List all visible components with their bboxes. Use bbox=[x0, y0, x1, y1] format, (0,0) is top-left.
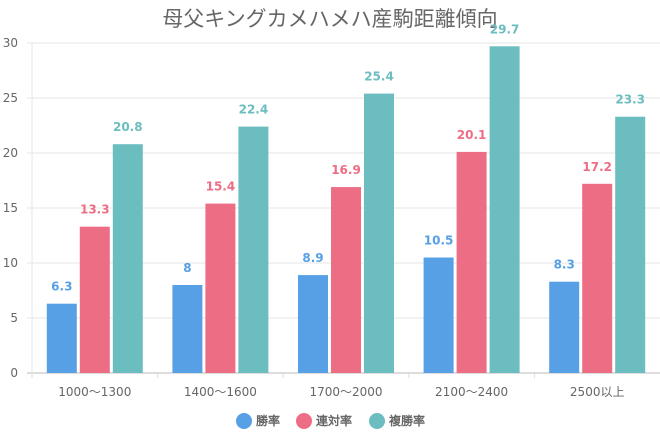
data-label: 25.4 bbox=[364, 70, 394, 84]
y-tick-label: 15 bbox=[3, 201, 18, 215]
data-label: 22.4 bbox=[239, 103, 269, 117]
legend-swatch-2 bbox=[369, 413, 385, 429]
legend-swatch-1 bbox=[296, 413, 312, 429]
chart-title: 母父キングカメハメハ産駒距離傾向 bbox=[162, 7, 497, 31]
data-label: 17.2 bbox=[582, 160, 612, 174]
x-tick-label: 1400〜1600 bbox=[184, 385, 257, 399]
x-tick-label: 2500以上 bbox=[570, 385, 625, 399]
bar-勝率 bbox=[46, 303, 77, 373]
x-tick-label: 2100〜2400 bbox=[435, 385, 508, 399]
y-tick-label: 25 bbox=[3, 91, 18, 105]
legend-label: 勝率 bbox=[256, 413, 280, 428]
bar-連対率 bbox=[79, 226, 110, 373]
x-tick-label: 1000〜1300 bbox=[58, 385, 131, 399]
x-tick-label: 1700〜2000 bbox=[309, 385, 382, 399]
bar-複勝率 bbox=[112, 144, 143, 373]
data-label: 8.3 bbox=[554, 258, 575, 272]
data-label: 23.3 bbox=[615, 93, 645, 107]
data-label: 8.9 bbox=[302, 251, 323, 265]
bar-複勝率 bbox=[238, 126, 269, 373]
data-label: 15.4 bbox=[206, 180, 236, 194]
bar-勝率 bbox=[172, 285, 203, 373]
bar-連対率 bbox=[331, 187, 361, 373]
bar-連対率 bbox=[456, 151, 487, 373]
legend-label: 連対率 bbox=[316, 413, 352, 428]
data-label: 8 bbox=[183, 261, 191, 275]
bar-複勝率 bbox=[615, 116, 646, 373]
legend-label: 複勝率 bbox=[388, 413, 425, 428]
data-label: 13.3 bbox=[80, 203, 110, 217]
bar-複勝率 bbox=[489, 46, 520, 374]
data-label: 20.1 bbox=[457, 128, 487, 142]
bar-勝率 bbox=[298, 275, 328, 373]
data-label: 29.7 bbox=[490, 22, 520, 36]
data-label: 10.5 bbox=[424, 234, 454, 248]
data-label: 20.8 bbox=[113, 120, 143, 134]
data-label: 6.3 bbox=[51, 280, 72, 294]
y-tick-label: 0 bbox=[10, 366, 18, 380]
bar-複勝率 bbox=[364, 93, 394, 373]
bar-連対率 bbox=[582, 183, 613, 373]
data-label: 16.9 bbox=[331, 163, 361, 177]
bar-勝率 bbox=[549, 281, 580, 373]
y-tick-label: 30 bbox=[3, 36, 18, 50]
legend-swatch-0 bbox=[236, 413, 252, 429]
y-tick-label: 10 bbox=[3, 256, 18, 270]
bar-連対率 bbox=[205, 203, 236, 373]
bar-勝率 bbox=[423, 257, 454, 373]
y-tick-label: 5 bbox=[10, 311, 18, 325]
y-tick-label: 20 bbox=[3, 146, 18, 160]
